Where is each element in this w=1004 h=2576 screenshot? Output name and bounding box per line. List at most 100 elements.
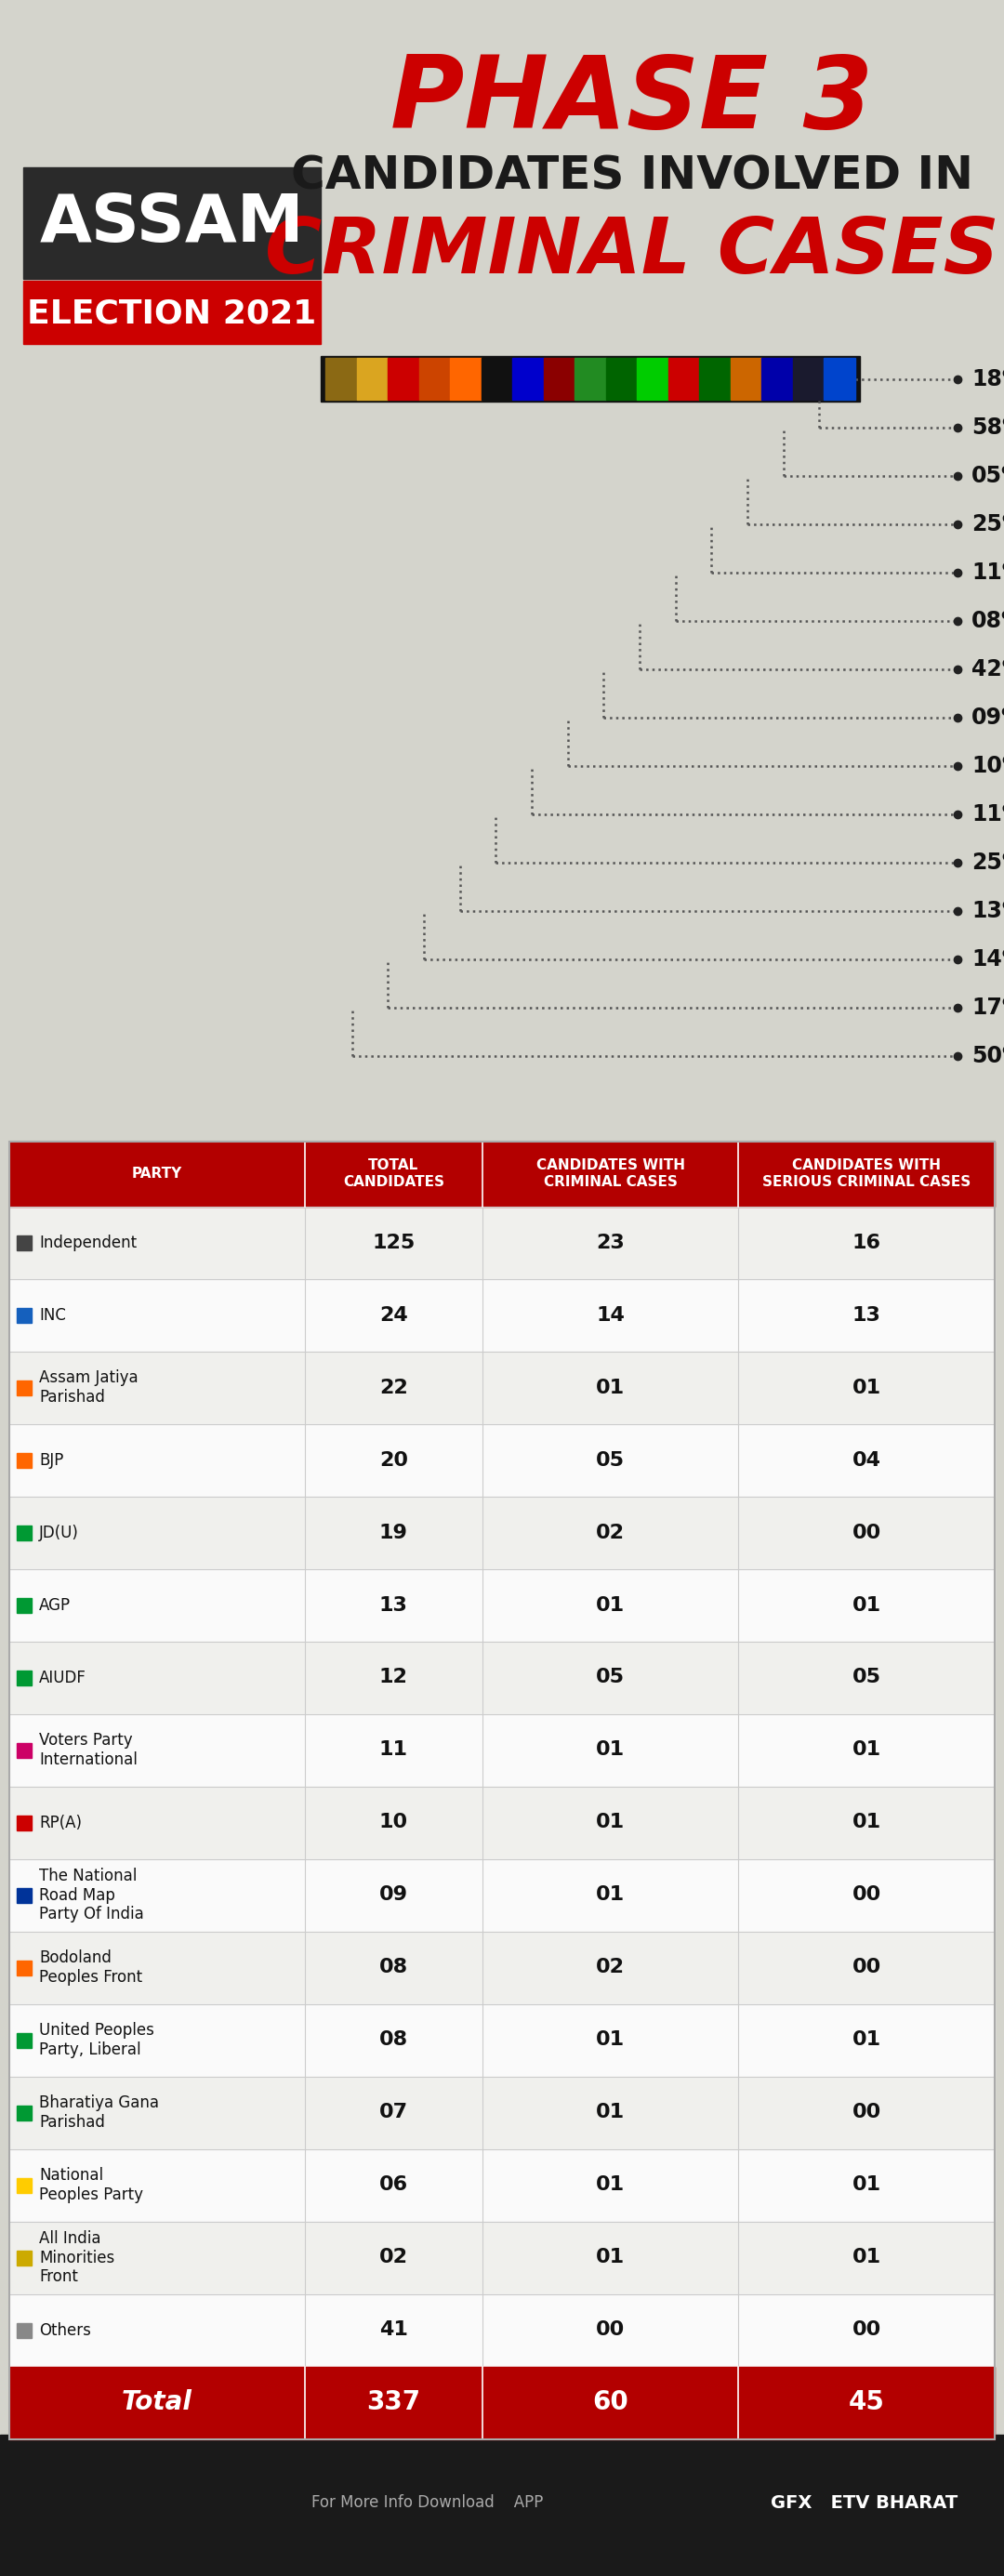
Bar	[17, 1741, 31, 1757]
Bar	[356, 358, 388, 399]
Text: 08%: 08%	[972, 611, 1004, 631]
Text: PARTY: PARTY	[132, 1167, 183, 1180]
Text: 01: 01	[596, 1886, 624, 1904]
Text: 01: 01	[852, 1378, 882, 1396]
Text: CANDIDATES WITH
SERIOUS CRIMINAL CASES: CANDIDATES WITH SERIOUS CRIMINAL CASES	[762, 1159, 971, 1188]
Bar	[9, 1206, 995, 1278]
Text: 10: 10	[380, 1814, 408, 1832]
Bar	[17, 1381, 31, 1396]
Bar	[731, 358, 762, 399]
Bar	[9, 2004, 995, 2076]
Text: 05: 05	[596, 1450, 624, 1468]
Text: 13: 13	[852, 1306, 881, 1324]
Text: 01: 01	[596, 2249, 624, 2267]
Bar	[9, 1352, 995, 1425]
Text: 01: 01	[596, 1595, 624, 1615]
Bar	[9, 2148, 995, 2221]
Text: National
Peoples Party: National Peoples Party	[39, 2166, 144, 2202]
Text: 58%: 58%	[972, 415, 1004, 438]
Bar	[9, 2293, 995, 2367]
Text: 07: 07	[380, 2102, 408, 2123]
Text: 13: 13	[380, 1595, 408, 1615]
Text: Others: Others	[39, 2321, 91, 2339]
Bar	[17, 1816, 31, 1829]
Text: United Peoples
Party, Liberal: United Peoples Party, Liberal	[39, 2022, 155, 2058]
Bar	[762, 358, 793, 399]
Bar	[9, 1141, 995, 1206]
Bar	[605, 358, 638, 399]
Text: Assam Jatiya
Parishad: Assam Jatiya Parishad	[39, 1370, 139, 1406]
Text: 50%: 50%	[972, 1043, 1004, 1066]
Bar	[17, 2032, 31, 2048]
Text: ELECTION 2021: ELECTION 2021	[27, 296, 316, 330]
Bar	[9, 1497, 995, 1569]
Text: CANDIDATES WITH
CRIMINAL CASES: CANDIDATES WITH CRIMINAL CASES	[536, 1159, 685, 1188]
Text: 16: 16	[852, 1234, 882, 1252]
Bar	[17, 1309, 31, 1321]
Text: 337: 337	[366, 2391, 421, 2416]
Bar	[9, 2367, 995, 2439]
Text: 11%: 11%	[972, 804, 1004, 824]
Text: 11: 11	[380, 1741, 408, 1759]
Text: 05: 05	[852, 1669, 882, 1687]
Bar	[9, 2076, 995, 2148]
Bar	[17, 1888, 31, 1904]
Text: 14%: 14%	[972, 948, 1004, 971]
Text: BJP: BJP	[39, 1453, 63, 1468]
Text: 09%: 09%	[972, 706, 1004, 729]
Text: 00: 00	[595, 2321, 624, 2339]
Text: All India
Minorities
Front: All India Minorities Front	[39, 2231, 114, 2285]
Text: Bodoland
Peoples Front: Bodoland Peoples Front	[39, 1950, 143, 1986]
Text: 25%: 25%	[972, 850, 1004, 873]
Bar	[23, 281, 320, 345]
Bar	[17, 1669, 31, 1685]
Bar	[512, 358, 543, 399]
Bar	[793, 358, 824, 399]
Text: 01: 01	[596, 2102, 624, 2123]
Bar	[9, 1785, 995, 1860]
Text: AIUDF: AIUDF	[39, 1669, 86, 1685]
Text: 01: 01	[852, 2030, 882, 2050]
Bar	[388, 358, 419, 399]
Bar	[17, 2177, 31, 2192]
Text: Voters Party
International: Voters Party International	[39, 1731, 138, 1767]
Text: 00: 00	[852, 1958, 882, 1976]
Text: 05: 05	[596, 1669, 624, 1687]
Text: 02: 02	[596, 1958, 624, 1976]
Text: 08: 08	[380, 1958, 408, 1976]
Text: For More Info Download    APP: For More Info Download APP	[311, 2494, 543, 2512]
Text: 01: 01	[852, 1741, 882, 1759]
Text: 23: 23	[596, 1234, 624, 1252]
Text: TOTAL
CANDIDATES: TOTAL CANDIDATES	[343, 1159, 444, 1188]
Text: 22: 22	[380, 1378, 408, 1396]
Bar	[17, 1525, 31, 1540]
Text: 00: 00	[852, 1886, 882, 1904]
Bar	[17, 2251, 31, 2264]
Bar	[9, 1932, 995, 2004]
Text: 02: 02	[596, 1522, 624, 1543]
Text: 13%: 13%	[972, 899, 1004, 922]
Text: 02: 02	[380, 2249, 408, 2267]
Text: 01: 01	[852, 2249, 882, 2267]
Text: 01: 01	[596, 1378, 624, 1396]
Bar	[9, 1278, 995, 1352]
Text: 45: 45	[848, 2391, 885, 2416]
Bar	[17, 1960, 31, 1976]
Bar	[17, 2105, 31, 2120]
Bar	[17, 2324, 31, 2336]
Text: 20: 20	[380, 1450, 408, 1468]
Bar	[824, 358, 855, 399]
Bar	[9, 1425, 995, 1497]
Text: 14: 14	[596, 1306, 624, 1324]
Bar	[320, 355, 859, 402]
Text: 01: 01	[596, 1814, 624, 1832]
Text: GFX   ETV BHARAT: GFX ETV BHARAT	[771, 2494, 958, 2512]
Bar	[17, 1453, 31, 1468]
Text: 17%: 17%	[972, 997, 1004, 1018]
Bar	[9, 1860, 995, 1932]
Text: 60: 60	[592, 2391, 629, 2416]
Text: 01: 01	[596, 1741, 624, 1759]
Text: 01: 01	[852, 2177, 882, 2195]
Text: 25%: 25%	[972, 513, 1004, 536]
Text: 06: 06	[380, 2177, 408, 2195]
